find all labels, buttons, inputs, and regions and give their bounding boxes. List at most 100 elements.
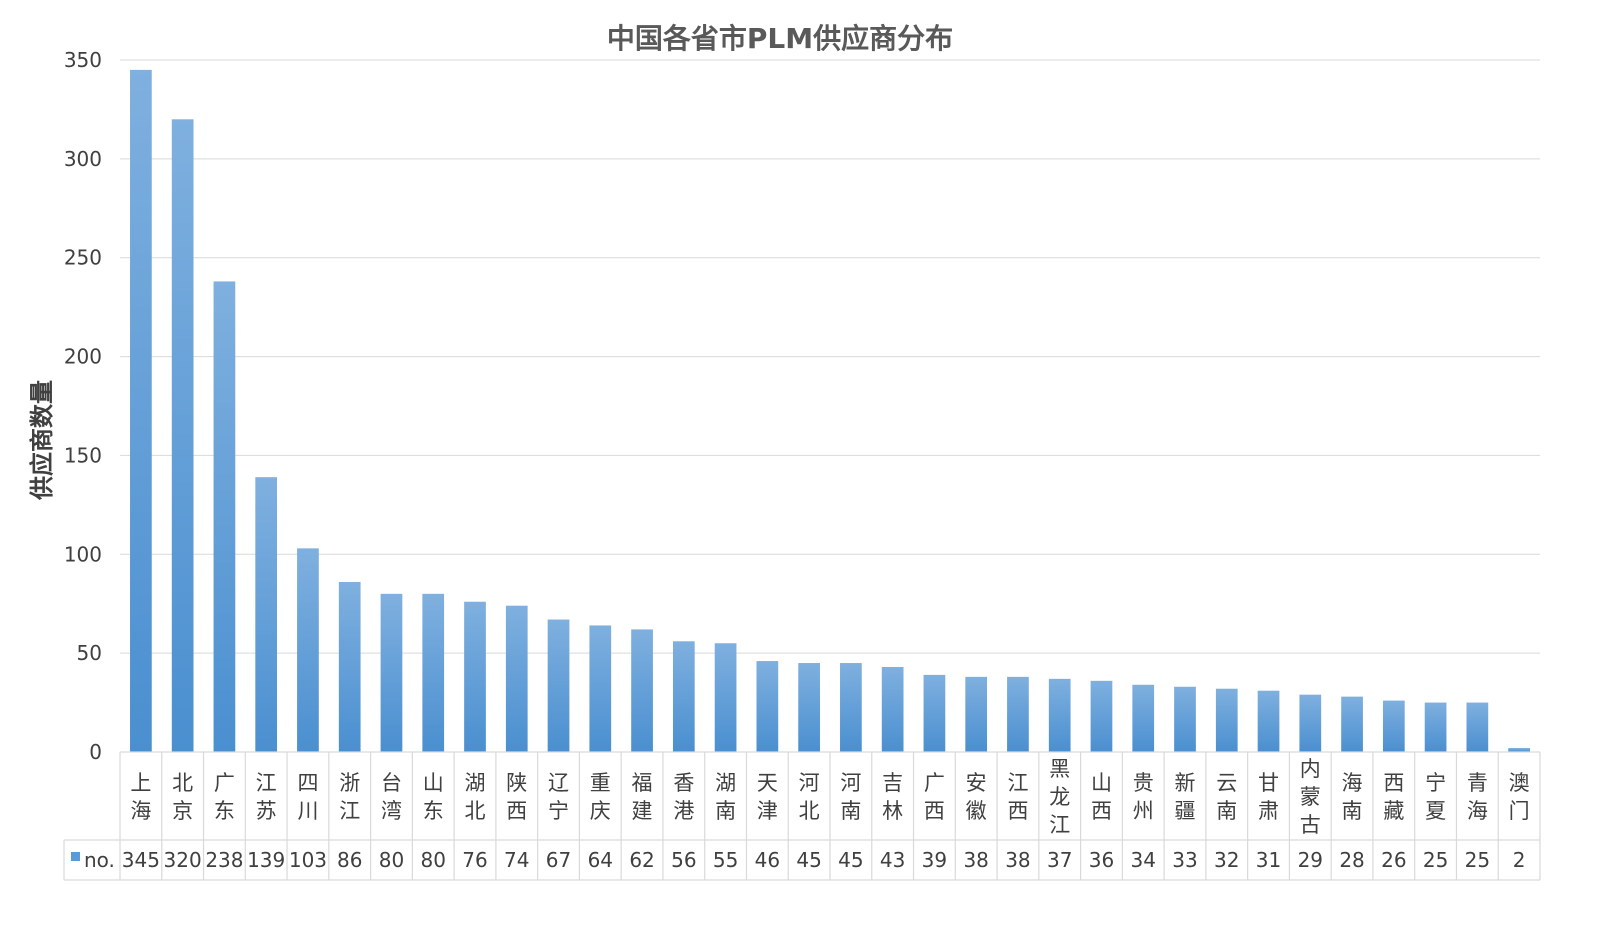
bars (130, 69, 1530, 753)
bar-湖南 (714, 643, 737, 752)
data-label: 46 (755, 848, 780, 872)
bar-浙江 (338, 581, 361, 752)
data-table: 上海345北京320广东238江苏139四川103浙江86台湾80山东80湖北7… (63, 751, 1541, 881)
bar-台湾 (380, 593, 403, 752)
bar-江苏 (255, 477, 278, 752)
bar-澳门 (1508, 748, 1530, 752)
bar-四川 (297, 548, 319, 752)
x-tick-label: 辽宁 (548, 771, 569, 823)
data-label: 43 (880, 848, 905, 872)
bar-黑龙江 (1048, 678, 1071, 752)
bar-广西 (923, 674, 946, 752)
data-label: 25 (1465, 848, 1490, 872)
bar-河北 (798, 663, 820, 752)
bar-新疆 (1174, 686, 1196, 752)
x-tick-label: 陕西 (506, 771, 527, 823)
data-label: 45 (796, 848, 821, 872)
bar-重庆 (589, 625, 612, 752)
chart-title: 中国各省市PLM供应商分布 (607, 22, 953, 55)
bar-甘肃 (1257, 690, 1280, 752)
data-label: 345 (122, 848, 160, 872)
data-label: 37 (1047, 848, 1072, 872)
x-tick-label: 云南 (1216, 771, 1237, 823)
data-label: 238 (205, 848, 243, 872)
data-label: 38 (963, 848, 988, 872)
x-tick-label: 浙江 (339, 771, 360, 823)
y-tick-label: 300 (64, 147, 102, 171)
x-tick-label: 黑龙江 (1049, 757, 1070, 837)
data-label: 39 (922, 848, 947, 872)
data-label: 34 (1131, 848, 1156, 872)
x-tick-label: 北京 (172, 771, 193, 823)
data-label: 45 (838, 848, 863, 872)
bar-江西 (1007, 676, 1029, 752)
bar-北京 (171, 119, 194, 753)
data-label: 2 (1513, 848, 1526, 872)
x-tick-label: 香港 (673, 771, 694, 823)
x-tick-label: 重庆 (590, 771, 611, 823)
legend-label: no. (84, 848, 115, 872)
bar-香港 (672, 641, 695, 752)
data-label: 76 (462, 848, 487, 872)
x-tick-label: 江苏 (256, 771, 277, 823)
x-tick-label: 宁夏 (1425, 771, 1446, 823)
x-tick-label: 广西 (924, 771, 945, 823)
data-label: 56 (671, 848, 696, 872)
bar-福建 (631, 629, 653, 752)
x-tick-label: 山西 (1091, 771, 1112, 823)
bar-海南 (1341, 696, 1363, 752)
x-tick-label: 河北 (799, 771, 820, 823)
x-tick-label: 河南 (840, 771, 861, 823)
bar-湖北 (464, 601, 486, 752)
data-label: 320 (164, 848, 202, 872)
x-tick-label: 福建 (632, 771, 653, 823)
data-label: 33 (1172, 848, 1197, 872)
x-tick-label: 甘肃 (1258, 771, 1279, 823)
data-label: 26 (1381, 848, 1406, 872)
y-axis-ticks: 0 50 100 150 200 250 300 350 (64, 48, 102, 764)
y-axis-label: 供应商数量 (28, 380, 56, 501)
x-tick-label: 贵州 (1133, 771, 1154, 823)
data-label: 36 (1089, 848, 1114, 872)
bar-宁夏 (1424, 702, 1447, 752)
x-tick-label: 江西 (1007, 771, 1028, 823)
y-tick-label: 350 (64, 48, 102, 72)
bar-贵州 (1132, 684, 1155, 752)
data-label: 62 (629, 848, 654, 872)
data-label: 38 (1005, 848, 1030, 872)
bar-广东 (213, 281, 236, 752)
data-label: 103 (289, 848, 327, 872)
x-tick-label: 内蒙古 (1300, 757, 1321, 837)
bar-安徽 (965, 676, 988, 752)
data-label: 74 (504, 848, 529, 872)
x-tick-label: 上海 (130, 771, 151, 823)
x-tick-label: 青海 (1467, 771, 1488, 823)
data-label: 139 (247, 848, 285, 872)
y-tick-label: 50 (77, 641, 102, 665)
y-tick-label: 0 (89, 740, 102, 764)
bar-上海 (130, 69, 152, 752)
data-label: 80 (379, 848, 404, 872)
x-tick-label: 天津 (757, 771, 778, 823)
x-tick-label: 西藏 (1383, 771, 1404, 823)
data-label: 80 (421, 848, 446, 872)
data-label: 55 (713, 848, 738, 872)
bar-河南 (840, 663, 862, 752)
data-label: 86 (337, 848, 362, 872)
data-label: 31 (1256, 848, 1281, 872)
data-label: 32 (1214, 848, 1239, 872)
data-label: 29 (1298, 848, 1323, 872)
bar-陕西 (505, 605, 528, 752)
bar-云南 (1215, 688, 1238, 752)
x-tick-label: 山东 (423, 771, 444, 823)
x-tick-label: 四川 (297, 771, 318, 823)
y-tick-label: 100 (64, 542, 102, 566)
bar-辽宁 (547, 619, 570, 752)
data-label: 64 (588, 848, 613, 872)
y-tick-label: 150 (64, 443, 102, 467)
x-tick-label: 安徽 (966, 771, 987, 823)
x-tick-label: 海南 (1342, 771, 1363, 823)
x-tick-label: 澳门 (1509, 771, 1530, 823)
x-tick-label: 吉林 (882, 771, 903, 823)
